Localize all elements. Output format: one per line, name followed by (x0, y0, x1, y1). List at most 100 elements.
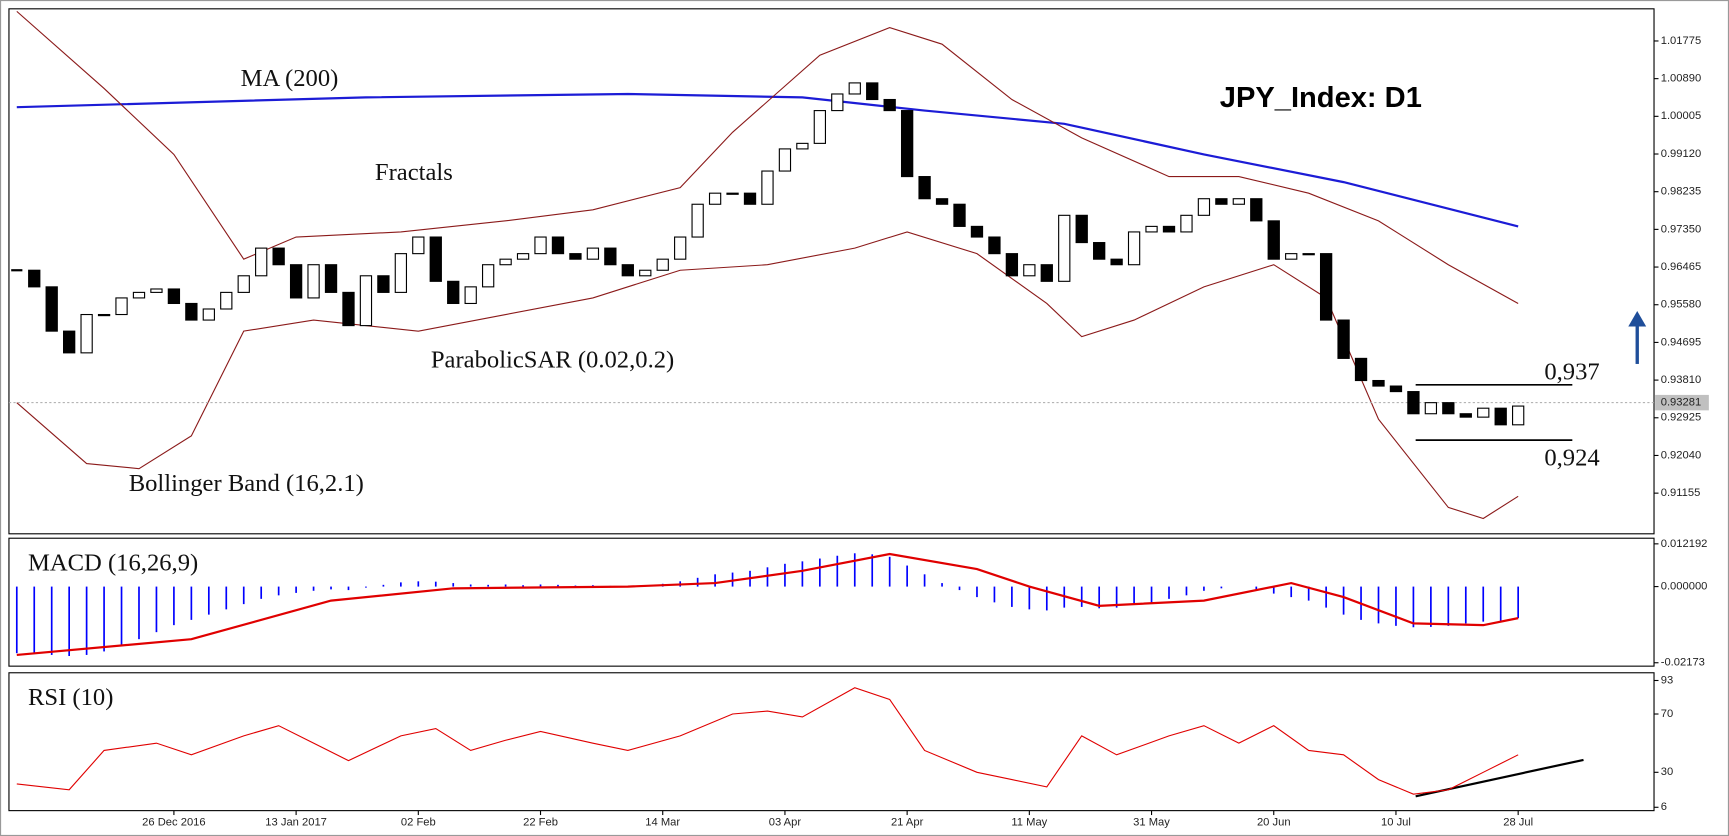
macd-bar (1325, 586, 1327, 608)
candle (1372, 379, 1385, 387)
candle (307, 264, 320, 299)
last-price-box (1655, 394, 1709, 411)
macd-bar (1447, 586, 1450, 626)
x-tick-label: 14 Mar (645, 817, 680, 829)
candle (1407, 391, 1420, 415)
macd-bar (923, 574, 926, 587)
annotation: Fractals (375, 159, 453, 186)
macd-bar (173, 586, 175, 626)
candle (639, 269, 652, 277)
macd-bar (1430, 586, 1432, 627)
macd-bar (277, 586, 280, 596)
macd-bar (522, 585, 524, 587)
panel-title: MACD (16,26,9) (28, 549, 198, 576)
macd-bar (557, 584, 559, 587)
candle (1058, 214, 1071, 282)
macd-bar (1028, 586, 1031, 610)
candle (1162, 225, 1176, 233)
y-tick-label: 93 (1661, 674, 1673, 686)
macd-bar (1255, 586, 1258, 590)
candle (988, 236, 1001, 255)
overlay-label: Bollinger Band (16,2.1) (129, 470, 364, 497)
candle (342, 291, 355, 327)
candle (1424, 402, 1438, 415)
candle (1337, 319, 1350, 359)
candle (674, 236, 687, 260)
macd-bar (487, 584, 489, 587)
candle (1180, 214, 1193, 233)
candle (255, 247, 268, 277)
candle (63, 330, 76, 354)
candle (918, 176, 931, 200)
macd-bar (347, 586, 350, 591)
candle (45, 286, 58, 332)
macd-bar (155, 586, 158, 633)
candle (778, 148, 792, 172)
x-tick-label: 10 Jul (1381, 817, 1411, 829)
y-tick-label: 6 (1661, 801, 1667, 813)
macd-bar (714, 574, 716, 587)
macd-bar (400, 582, 402, 587)
candle (464, 286, 477, 305)
y-tick-label: 0.96465 (1661, 261, 1701, 273)
candle (28, 269, 41, 288)
candle (1040, 264, 1053, 282)
macd-bar (434, 581, 437, 587)
x-tick-label: 11 May (1011, 817, 1047, 829)
candle (1302, 253, 1315, 256)
candle (1093, 242, 1106, 260)
macd-bar (1377, 586, 1380, 624)
macd-bar (906, 565, 908, 587)
macd-bar (103, 586, 105, 652)
candle (1215, 198, 1228, 205)
macd-bar (469, 584, 472, 587)
macd-bar (1168, 586, 1170, 599)
y-tick-label: 30 (1661, 766, 1673, 778)
macd-bar (50, 586, 53, 655)
main-panel (8, 8, 1655, 535)
candle (1389, 385, 1403, 393)
candle (1285, 253, 1298, 260)
x-tick-label: 22 Feb (523, 817, 558, 829)
macd-bar (836, 555, 839, 587)
level-label: 0,937 (1544, 358, 1599, 385)
candle (831, 93, 844, 112)
macd-bar (853, 553, 856, 587)
candle (1250, 198, 1263, 222)
macd-bar (801, 561, 804, 587)
macd-bar (295, 586, 297, 593)
candle (412, 236, 425, 255)
macd-bar (260, 586, 263, 599)
candle (289, 264, 303, 299)
ma-line (16, 92, 1519, 228)
candle (621, 264, 634, 277)
candle (708, 192, 722, 205)
macd-bar (888, 556, 891, 587)
macd-bar (1290, 586, 1293, 598)
candle (691, 203, 704, 238)
y-tick-label: 0.91155 (1661, 487, 1701, 499)
macd-bar (365, 586, 367, 588)
candle (883, 98, 896, 112)
candle (1319, 253, 1333, 321)
y-tick-label: 0.94695 (1661, 336, 1701, 348)
macd-bar (452, 583, 455, 587)
candle (481, 264, 495, 288)
overlay-label: MA (200) (241, 65, 339, 92)
candle (656, 258, 669, 271)
x-tick-label: 26 Dec 2016 (142, 817, 205, 829)
macd-bar (312, 586, 315, 591)
candle (516, 253, 530, 260)
candle (813, 110, 827, 144)
macd-bar (784, 563, 786, 587)
candle (220, 291, 233, 310)
y-tick-label: 0.99120 (1661, 148, 1701, 160)
candle (150, 288, 163, 293)
candle (1477, 407, 1490, 418)
x-tick-label: 20 Jun (1257, 817, 1291, 829)
candle (761, 170, 774, 205)
panel-title: RSI (10) (28, 684, 113, 711)
y-tick-label: 0.92925 (1661, 412, 1701, 424)
macd-bar (539, 584, 542, 587)
macd-bar (1412, 586, 1415, 628)
